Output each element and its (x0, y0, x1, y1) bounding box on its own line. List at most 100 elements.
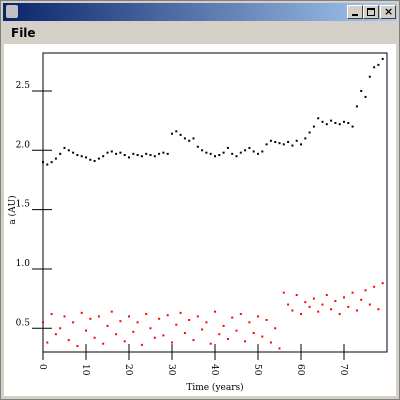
point (50, 161, 53, 164)
point (136, 154, 139, 157)
point (123, 154, 126, 157)
point (85, 156, 87, 159)
point (158, 317, 161, 320)
minimize-button[interactable] (347, 5, 363, 19)
point (257, 152, 259, 155)
point (231, 316, 234, 319)
point (287, 303, 290, 306)
point (373, 66, 376, 69)
point (218, 154, 221, 157)
point (140, 155, 143, 158)
point (308, 131, 311, 134)
point (360, 298, 363, 301)
point (300, 143, 302, 146)
point (85, 329, 87, 332)
close-button[interactable]: × (380, 5, 396, 19)
point (248, 321, 251, 324)
point (295, 139, 298, 142)
point (218, 333, 221, 336)
point (42, 161, 44, 164)
y-tick-label: 1.5 (16, 200, 31, 210)
point (102, 342, 105, 345)
point (355, 309, 358, 312)
point (42, 321, 44, 324)
point (261, 150, 264, 153)
point (183, 332, 186, 335)
point (54, 333, 57, 336)
y-axis-label: a (AU) (7, 195, 18, 224)
x-tick-label: 10 (80, 364, 90, 376)
point (308, 305, 311, 308)
point (364, 95, 367, 98)
point (381, 282, 384, 285)
point (214, 155, 216, 158)
point (282, 143, 285, 146)
point (59, 327, 62, 330)
point (67, 339, 70, 342)
menu-item[interactable]: File (11, 26, 36, 40)
point (209, 342, 212, 345)
point (338, 123, 341, 126)
point (97, 157, 100, 160)
x-tick-label: 40 (209, 364, 219, 376)
point (373, 285, 376, 288)
point (377, 63, 380, 66)
x-tick-label: 0 (37, 364, 47, 370)
x-tick-label: 30 (166, 364, 176, 376)
chart-panel (4, 44, 396, 396)
x-tick-label: 60 (295, 364, 305, 376)
point (136, 321, 139, 324)
point (368, 75, 371, 78)
y-tick-label: 2.5 (16, 81, 31, 91)
point (110, 150, 113, 153)
point (149, 154, 152, 157)
point (158, 152, 161, 155)
point (97, 315, 100, 318)
point (321, 303, 324, 306)
point (149, 327, 152, 330)
x-tick-label: 20 (123, 364, 133, 376)
point (338, 313, 341, 316)
point (235, 329, 238, 332)
point (355, 105, 358, 108)
point (110, 310, 113, 313)
point (80, 311, 83, 314)
title-bar: × (3, 3, 397, 21)
point (278, 347, 281, 350)
point (304, 301, 307, 304)
point (274, 140, 277, 143)
point (214, 310, 216, 313)
point (325, 294, 328, 297)
point (132, 330, 135, 333)
point (368, 303, 371, 306)
point (248, 146, 251, 149)
point (140, 343, 143, 346)
point (102, 155, 105, 158)
x-tick-label: 50 (252, 364, 262, 376)
app-icon (6, 5, 18, 18)
point (145, 152, 148, 155)
point (166, 314, 169, 317)
point (377, 308, 380, 311)
point (325, 123, 328, 126)
point (196, 145, 199, 148)
point (334, 299, 337, 302)
point (222, 151, 225, 154)
point (80, 155, 83, 158)
point (188, 318, 191, 321)
plot-frame (42, 52, 388, 353)
point (295, 294, 298, 297)
maximize-button[interactable] (363, 5, 379, 19)
y-tick-label: 0.5 (16, 318, 31, 328)
point (261, 335, 264, 338)
menu-bar: File (3, 23, 397, 43)
point (179, 311, 182, 314)
point (106, 151, 109, 154)
point (76, 154, 79, 157)
point (192, 137, 195, 140)
point (269, 139, 272, 142)
point (252, 332, 255, 335)
point (244, 340, 247, 343)
